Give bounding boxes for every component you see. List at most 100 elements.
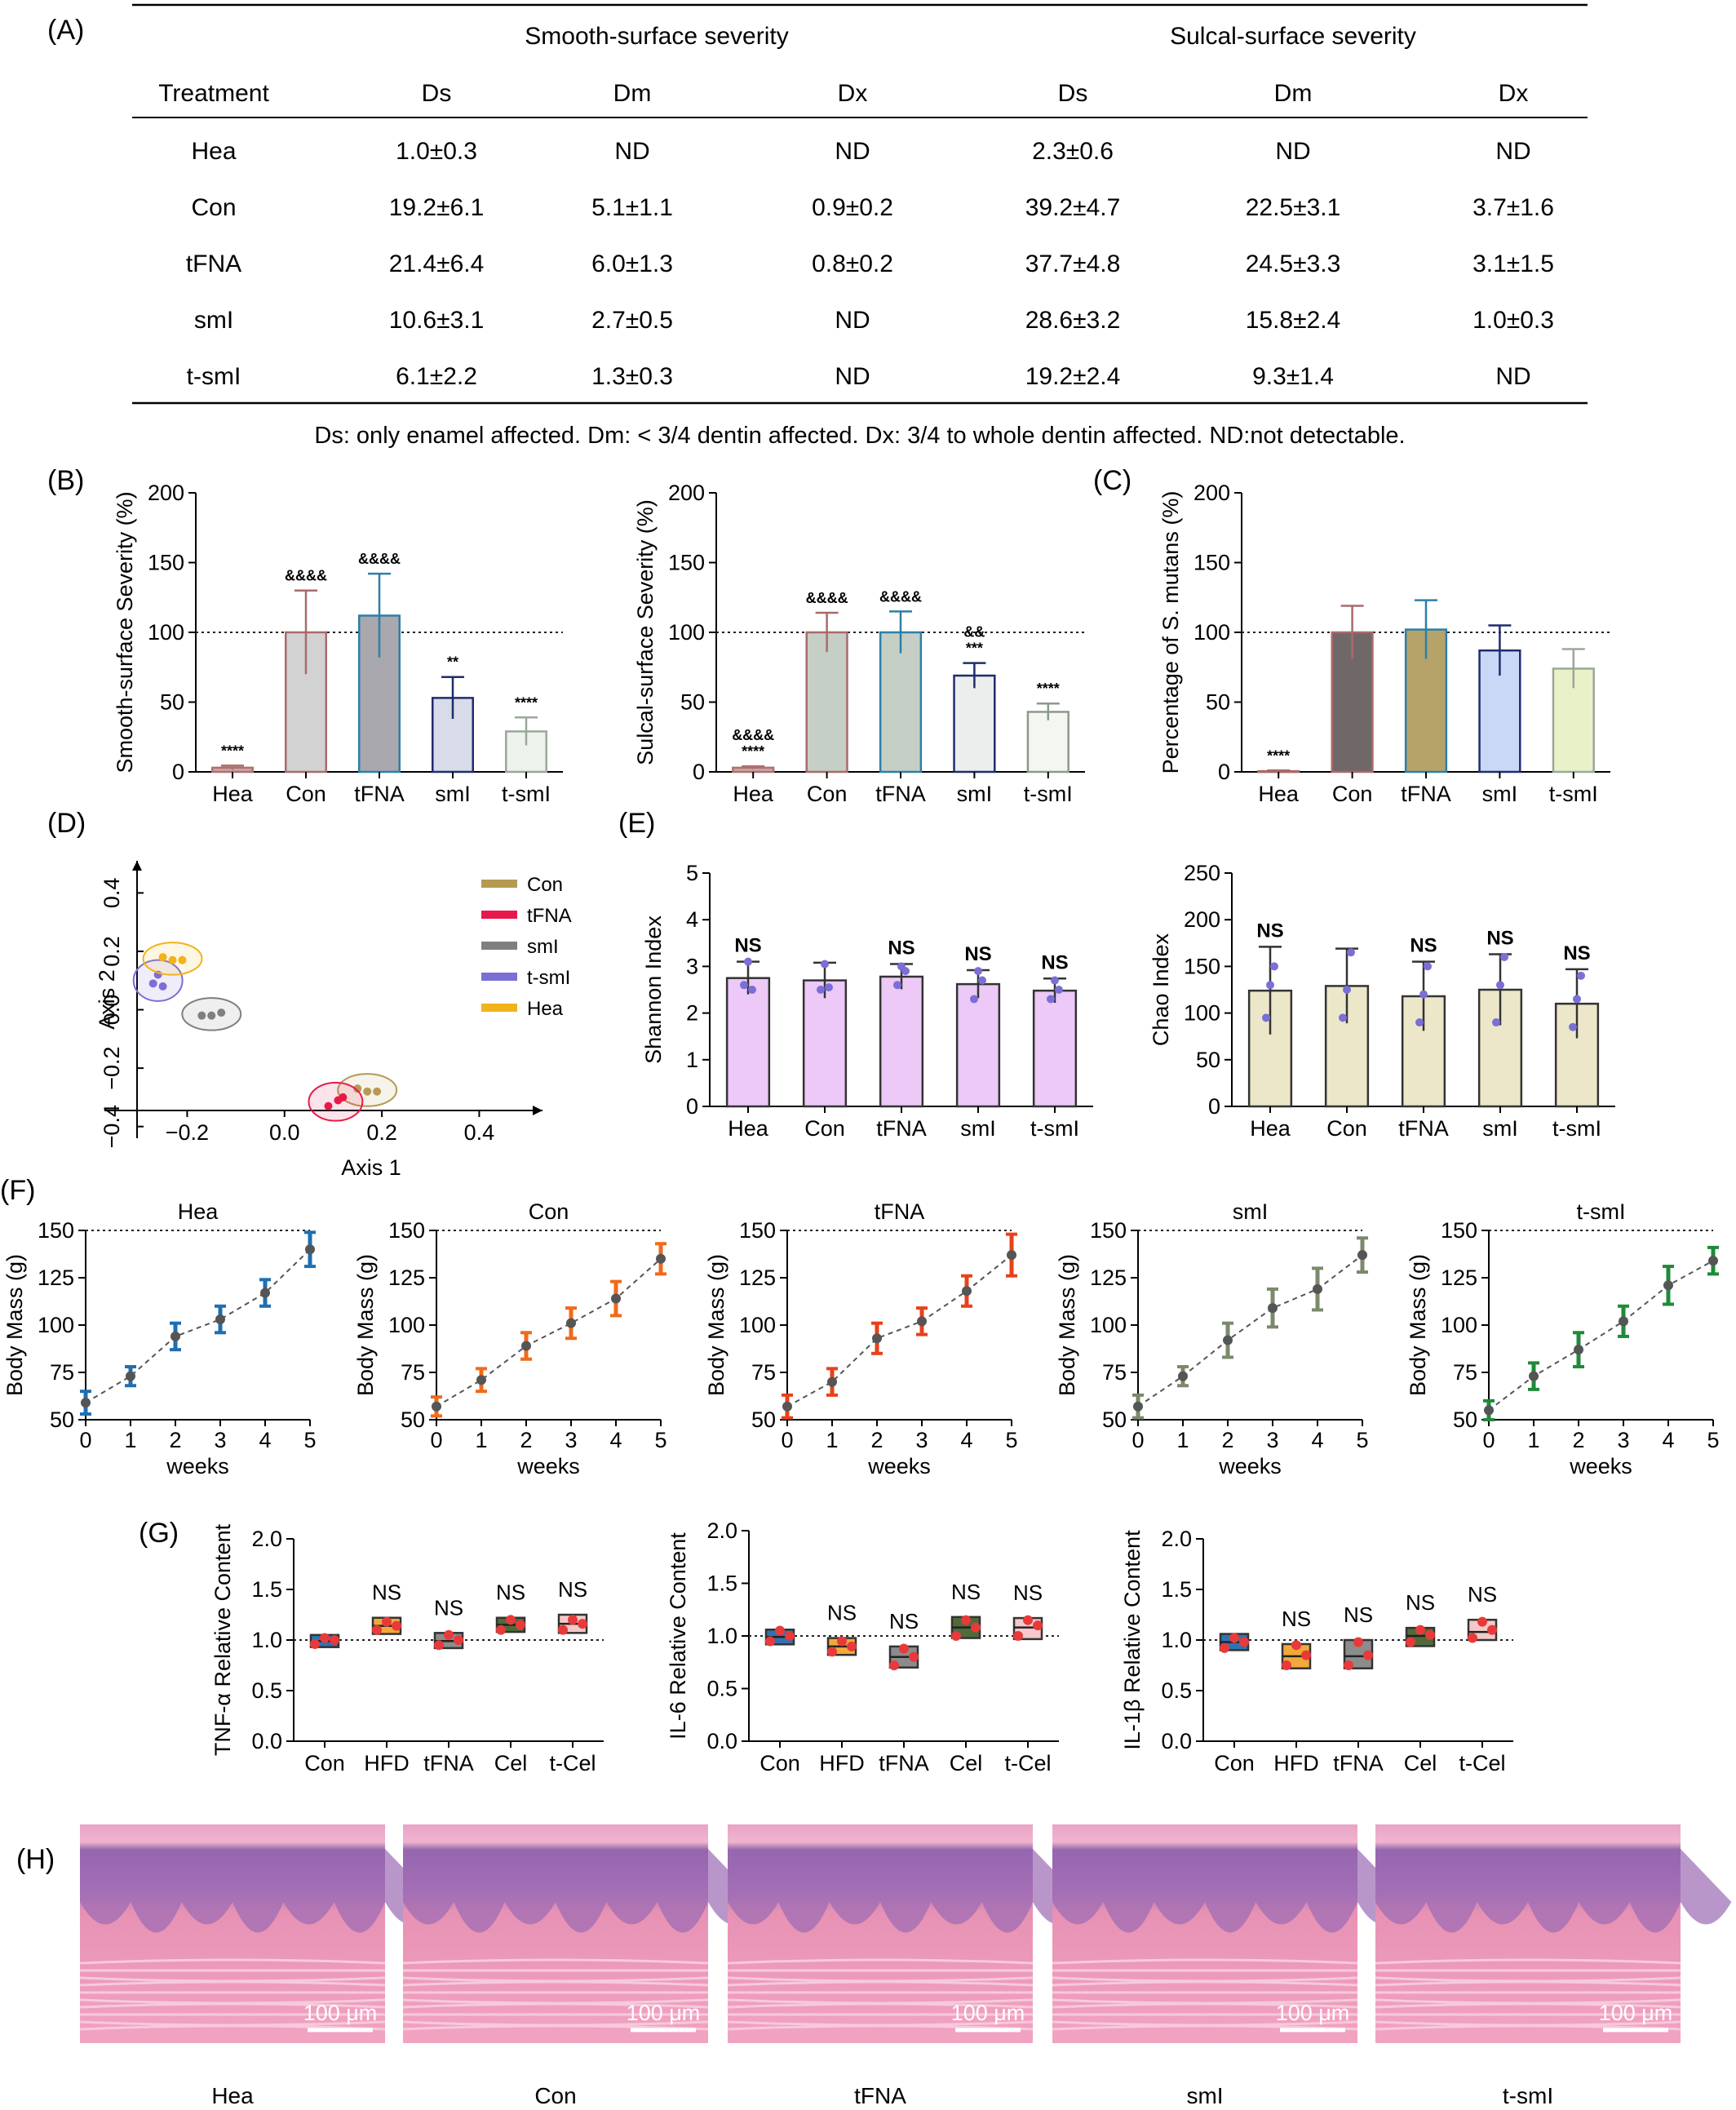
x-tick-label: Con xyxy=(1214,1751,1255,1775)
x-tick-label: 3 xyxy=(915,1428,928,1452)
y-tick-label: 4 xyxy=(686,907,698,932)
collagen-fiber xyxy=(1052,1980,1358,1987)
significance-label: **** xyxy=(1037,680,1060,697)
data-point xyxy=(126,1371,135,1381)
significance-label: NS xyxy=(1563,942,1590,964)
data-point xyxy=(330,1635,339,1645)
collagen-fiber xyxy=(727,1958,1034,1965)
y-axis-title: Chao Index xyxy=(1149,933,1173,1046)
data-point xyxy=(1013,1631,1023,1641)
data-point xyxy=(1363,1650,1373,1660)
data-point xyxy=(382,1616,392,1627)
data-point xyxy=(1574,1345,1583,1355)
data-point xyxy=(1339,1013,1347,1022)
y-tick-label: 2.0 xyxy=(251,1527,282,1551)
significance-label: NS xyxy=(1410,935,1437,957)
legend-label: Hea xyxy=(527,998,564,1020)
y-tick-label: 75 xyxy=(751,1360,776,1385)
significance-label: **** xyxy=(515,694,538,711)
data-point xyxy=(1496,981,1504,990)
x-tick-label: 3 xyxy=(1617,1428,1629,1452)
x-tick-label: −0.2 xyxy=(166,1120,209,1145)
collagen-fiber xyxy=(402,2002,709,2009)
table-cell: 15.8±2.4 xyxy=(1246,307,1341,334)
y-tick-label: 100 xyxy=(1441,1313,1477,1337)
table-column-header: Dx xyxy=(1499,80,1529,107)
y-tick-label: 50 xyxy=(680,690,705,715)
legend-swatch-Hea xyxy=(481,1004,517,1012)
collagen-fiber xyxy=(79,1980,386,1987)
data-point xyxy=(1268,1303,1278,1314)
x-tick-label: 1 xyxy=(826,1428,838,1452)
table-cell: ND xyxy=(1275,138,1310,165)
il-6-chart: 0.0 0.5 1.0 1.5 2.0 Con HFD NS tFNA NS Cel NS t-Cel N… xyxy=(666,1518,1059,1775)
data-point xyxy=(1406,1637,1415,1647)
collagen-fiber xyxy=(1375,2024,1681,2031)
data-point xyxy=(785,1631,795,1641)
legend-label: tFNA xyxy=(527,905,572,927)
y-tick-label: 100 xyxy=(148,620,184,645)
series-line xyxy=(436,1258,662,1407)
data-point xyxy=(305,1244,315,1255)
significance-label: NS xyxy=(888,938,914,960)
data-point xyxy=(1577,971,1585,980)
data-point xyxy=(1178,1371,1188,1381)
y-axis-title: Percentage of S. mutans (%) xyxy=(1158,491,1183,774)
data-point xyxy=(1663,1280,1673,1291)
table-cell: 10.6±3.1 xyxy=(389,307,485,334)
collagen-fiber xyxy=(727,1980,1034,1987)
collagen-fiber xyxy=(79,2024,386,2031)
table-group-header-smooth: Smooth-surface severity xyxy=(525,23,788,50)
table-cell: ND xyxy=(1495,363,1530,390)
x-tick-label: 0 xyxy=(430,1428,442,1452)
x-tick-label: t-Cel xyxy=(1459,1751,1505,1775)
body-mass-hea-chart: 50 75 100 125 150 0 1 2 3 4 5 Hea weeks Body Mass (g) xyxy=(2,1199,317,1478)
legend-label: Con xyxy=(527,874,563,896)
y-tick-label: 0.5 xyxy=(706,1677,737,1701)
il-1beta-chart: 0.0 0.5 1.0 1.5 2.0 Con HFD NS tFNA NS Cel NS t-Cel N… xyxy=(1120,1527,1513,1775)
x-tick-label: 4 xyxy=(960,1428,972,1452)
data-point xyxy=(740,981,748,990)
x-tick-label: Cel xyxy=(1404,1751,1437,1775)
y-tick-label: 50 xyxy=(160,690,184,715)
data-point xyxy=(260,1288,270,1298)
y-tick-label: 0 xyxy=(172,760,184,784)
significance-label: NS xyxy=(964,943,991,965)
legend-swatch-tFNA xyxy=(481,911,517,919)
table-cell: 1.0±0.3 xyxy=(1472,307,1554,334)
data-point xyxy=(1487,1625,1497,1635)
legend-label: t-smI xyxy=(527,967,570,989)
y-tick-label: 1.5 xyxy=(251,1577,282,1602)
x-tick-label: 3 xyxy=(214,1428,226,1452)
collagen-fiber xyxy=(79,2002,386,2009)
significance-label: ** xyxy=(447,654,458,671)
y-tick-label: 0 xyxy=(1208,1094,1220,1119)
significance-label: NS xyxy=(951,1580,981,1604)
data-point xyxy=(1425,1629,1435,1640)
y-tick-label: 150 xyxy=(38,1218,74,1243)
y-tick-label: 50 xyxy=(1453,1407,1477,1432)
data-point xyxy=(1347,948,1355,957)
data-point xyxy=(521,1341,531,1351)
significance-label: NS xyxy=(1256,920,1283,942)
histology-image: 100 μm xyxy=(402,1824,760,2043)
significance-label: NS xyxy=(1468,1582,1497,1607)
panel-label-c: (C) xyxy=(1093,465,1132,496)
data-point xyxy=(1415,1018,1424,1027)
data-point xyxy=(1047,995,1055,1004)
data-point xyxy=(568,1615,578,1625)
data-point xyxy=(899,1643,909,1654)
table-cell: 6.0±1.3 xyxy=(591,250,673,277)
x-tick-label: 4 xyxy=(609,1428,622,1452)
data-point xyxy=(476,1375,486,1385)
y-tick-label: 0 xyxy=(1218,760,1230,784)
x-tick-label: Con xyxy=(1326,1116,1367,1141)
y-tick-label: 150 xyxy=(1194,551,1230,575)
y-tick-label: 2.0 xyxy=(706,1518,737,1543)
legend-label: smI xyxy=(527,936,559,958)
bar-smI xyxy=(955,982,1001,1108)
significance-label: &&&& xyxy=(806,590,848,606)
x-tick-label: t-Cel xyxy=(549,1751,596,1775)
y-tick-label: −0.4 xyxy=(100,1105,124,1148)
